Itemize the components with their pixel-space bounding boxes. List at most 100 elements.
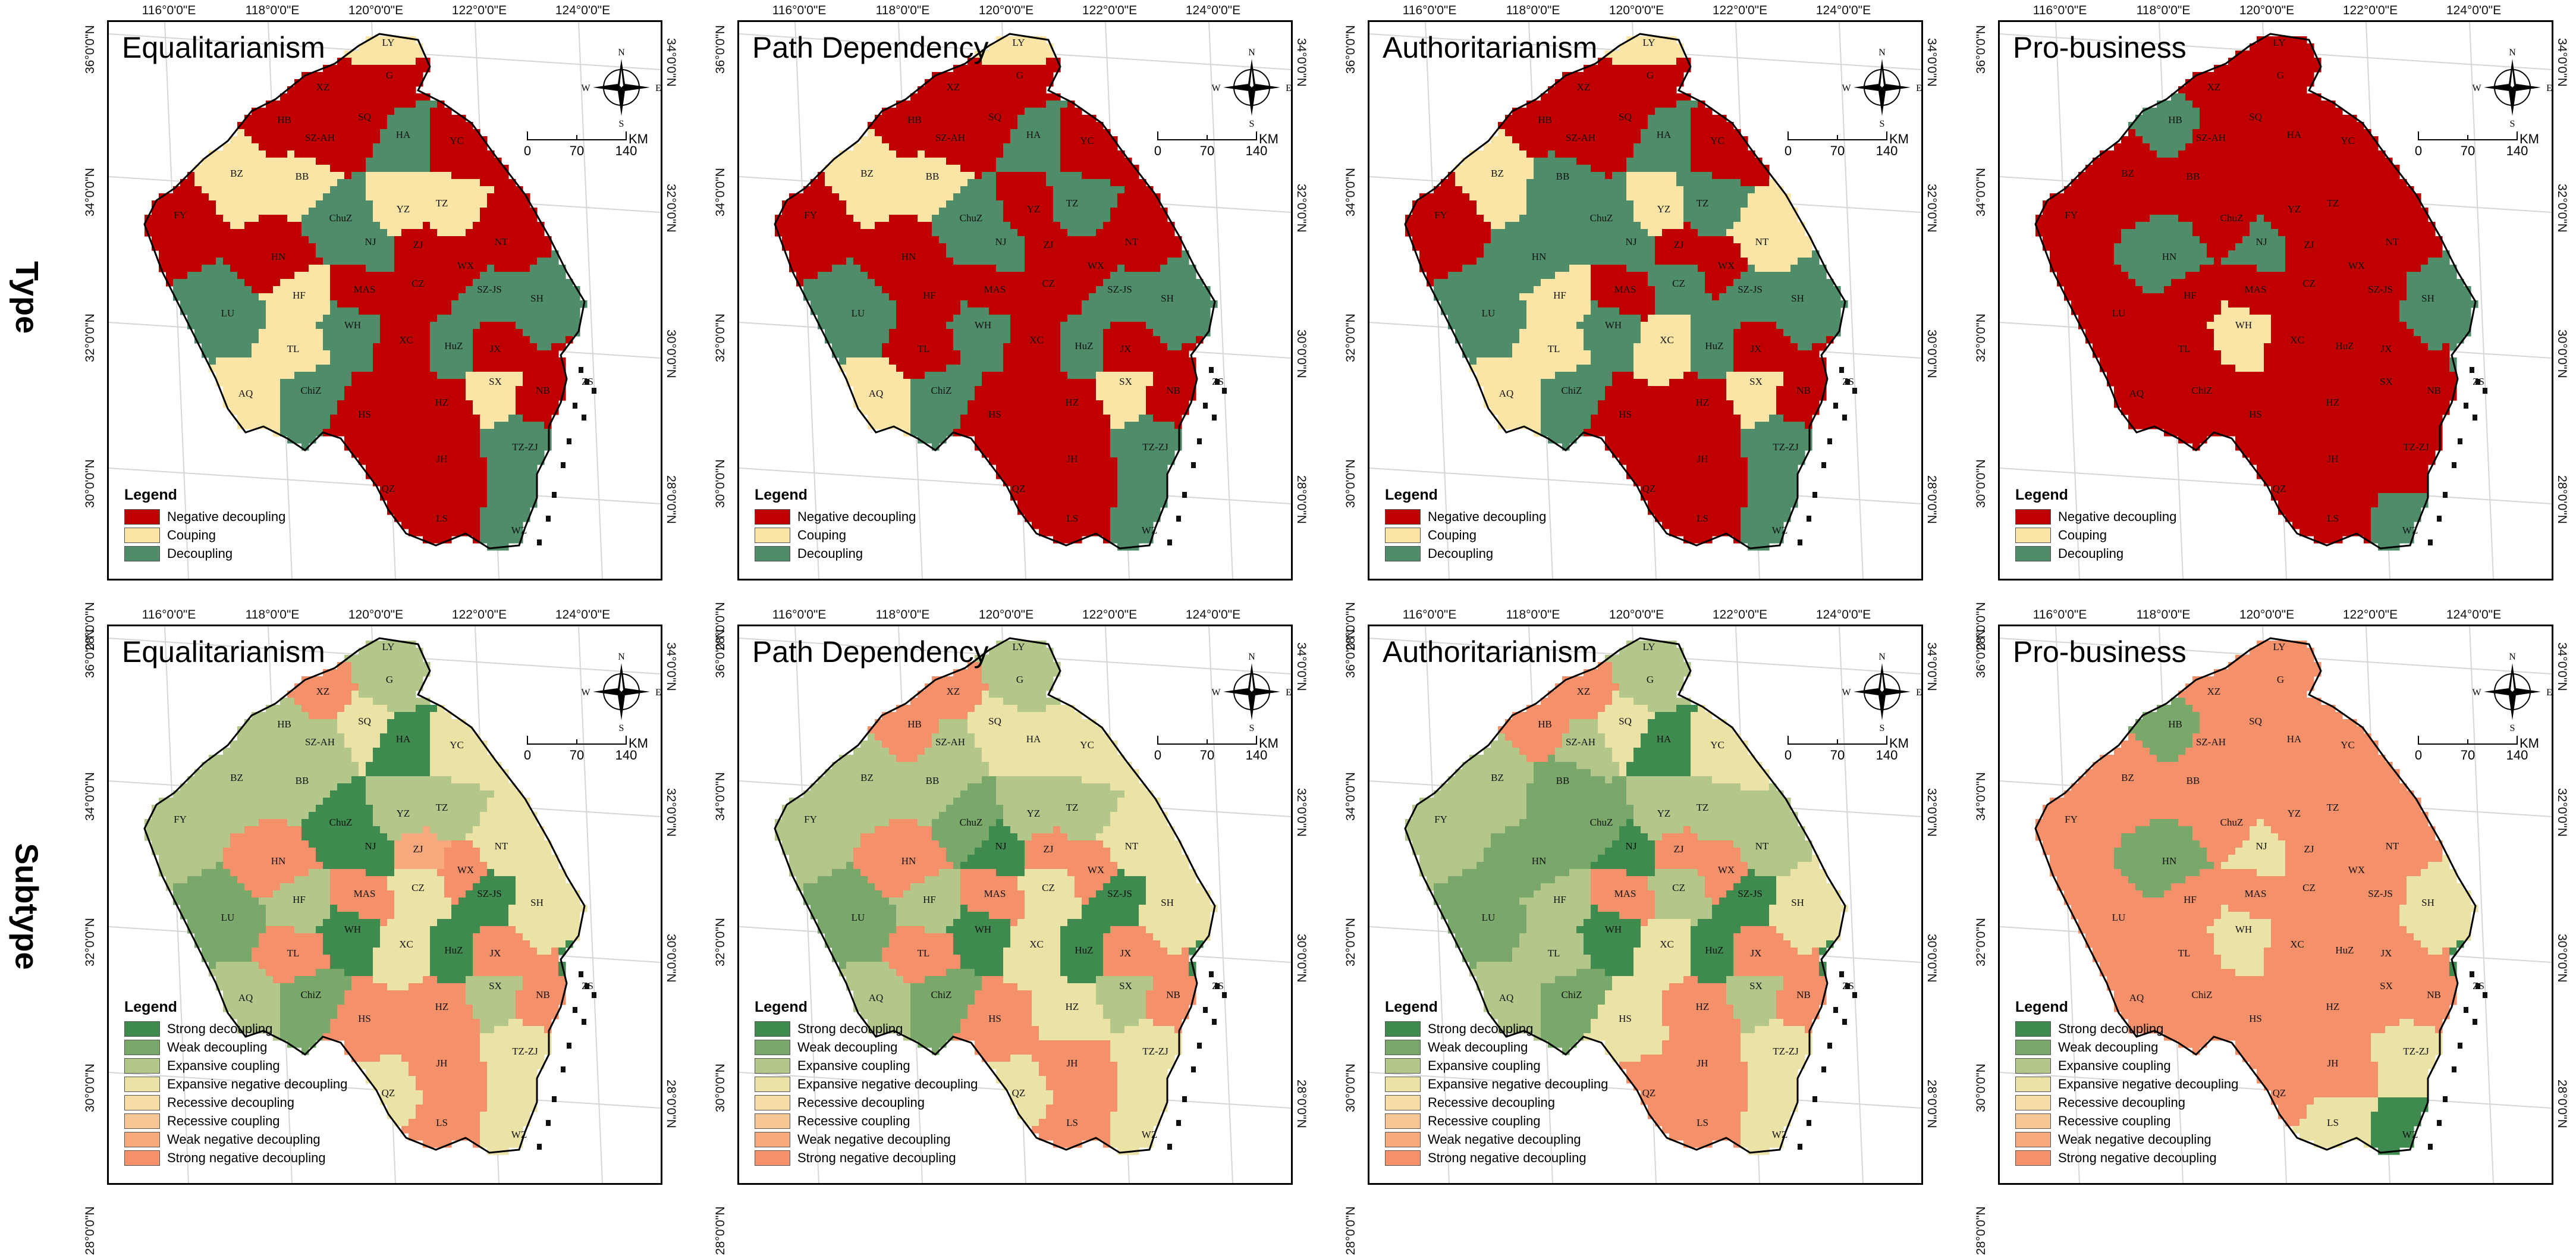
region-HA	[1046, 150, 1054, 158]
region-HS	[359, 422, 366, 429]
region-NJ	[982, 236, 989, 244]
region-MAS	[982, 272, 989, 280]
region-HN	[932, 258, 940, 265]
region-XZ	[946, 93, 954, 101]
region-YZ	[387, 229, 395, 237]
region-JH	[466, 436, 473, 444]
region-HS	[373, 386, 381, 394]
region-BB	[266, 200, 274, 208]
region-HA	[1025, 158, 1032, 165]
region-JX	[1146, 357, 1154, 365]
region-ZJ	[1039, 250, 1047, 258]
region-BZ	[259, 186, 266, 194]
region-SQ	[351, 93, 359, 101]
region-SZ-JS	[473, 315, 480, 322]
region-HN	[896, 243, 904, 251]
region-LU	[244, 336, 252, 344]
region-HF	[316, 286, 323, 294]
region-HN	[853, 250, 861, 258]
region-HN	[287, 250, 295, 258]
region-XZ	[323, 72, 331, 80]
region-HN	[244, 265, 252, 272]
region-LU	[853, 343, 861, 351]
region-LU	[194, 272, 202, 280]
region-NJ	[996, 222, 1004, 230]
region-NT	[523, 236, 530, 244]
region-HZ	[401, 407, 409, 415]
region-JX	[1160, 343, 1168, 351]
region-HF	[939, 315, 947, 322]
region-JX	[508, 329, 516, 337]
region-NJ	[330, 258, 338, 265]
region-AQ	[244, 357, 252, 365]
region-MAS	[1017, 286, 1025, 294]
region-BZ	[860, 215, 868, 222]
region-XC	[1039, 315, 1047, 322]
region-LU	[194, 322, 202, 330]
region-YC	[430, 143, 438, 151]
region-BB	[280, 186, 288, 194]
region-HB	[287, 143, 295, 151]
region-ChiZ	[287, 407, 295, 415]
region-HF	[323, 272, 331, 280]
region-JX	[1110, 322, 1118, 330]
region-LU	[180, 286, 188, 294]
region-AQ	[252, 379, 259, 387]
region-YC	[1089, 158, 1097, 165]
region-HB	[252, 115, 259, 123]
region-G	[1025, 93, 1032, 101]
region-ChiZ	[309, 429, 316, 437]
region-XC	[1017, 343, 1025, 351]
region-ZJ	[423, 229, 431, 237]
region-NB	[530, 365, 538, 372]
region-NT	[544, 250, 552, 258]
region-ChuZ	[309, 215, 316, 222]
region-YC	[437, 115, 445, 123]
region-AQ	[230, 400, 238, 408]
region-G	[1046, 93, 1054, 101]
region-BZ	[832, 179, 840, 187]
region-G	[1039, 101, 1047, 108]
region-SH	[523, 329, 530, 337]
region-BZ	[266, 172, 274, 180]
region-TZ	[1089, 222, 1097, 230]
region-AQ	[252, 365, 259, 372]
region-HF	[953, 300, 961, 308]
region-HuZ	[466, 322, 473, 330]
region-ChuZ	[337, 243, 345, 251]
region-TZ-ZJ	[501, 429, 509, 437]
region-SH	[566, 300, 573, 308]
city-label-SQ: SQ	[358, 111, 371, 123]
region-SZ-AH	[337, 129, 345, 137]
region-TZ-ZJ	[537, 429, 545, 437]
region-NT	[1160, 236, 1168, 244]
region-BZ	[889, 193, 897, 201]
region-NT	[508, 243, 516, 251]
region-HZ	[473, 429, 480, 437]
region-HB	[266, 150, 274, 158]
region-YC	[458, 172, 466, 180]
region-JX	[1146, 350, 1154, 358]
region-TL	[323, 357, 331, 365]
region-HF	[287, 279, 295, 287]
region-HB	[287, 136, 295, 144]
region-MAS	[989, 308, 997, 315]
region-HN	[882, 272, 890, 280]
region-BB	[309, 172, 316, 180]
region-TZ	[1053, 179, 1061, 187]
region-HN	[896, 236, 904, 244]
region-HF	[939, 279, 947, 287]
region-SZ-JS	[487, 272, 495, 280]
region-YZ	[1003, 215, 1011, 222]
region-HS	[351, 379, 359, 387]
region-SH	[1167, 315, 1175, 322]
region-XC	[394, 365, 402, 372]
island	[567, 438, 571, 444]
region-XZ	[960, 79, 968, 87]
region-TZ-ZJ	[523, 465, 530, 472]
region-YC	[1067, 136, 1075, 144]
region-XZ	[330, 93, 338, 101]
region-BZ	[259, 165, 266, 172]
region-FY	[803, 272, 811, 280]
region-G	[380, 86, 388, 94]
